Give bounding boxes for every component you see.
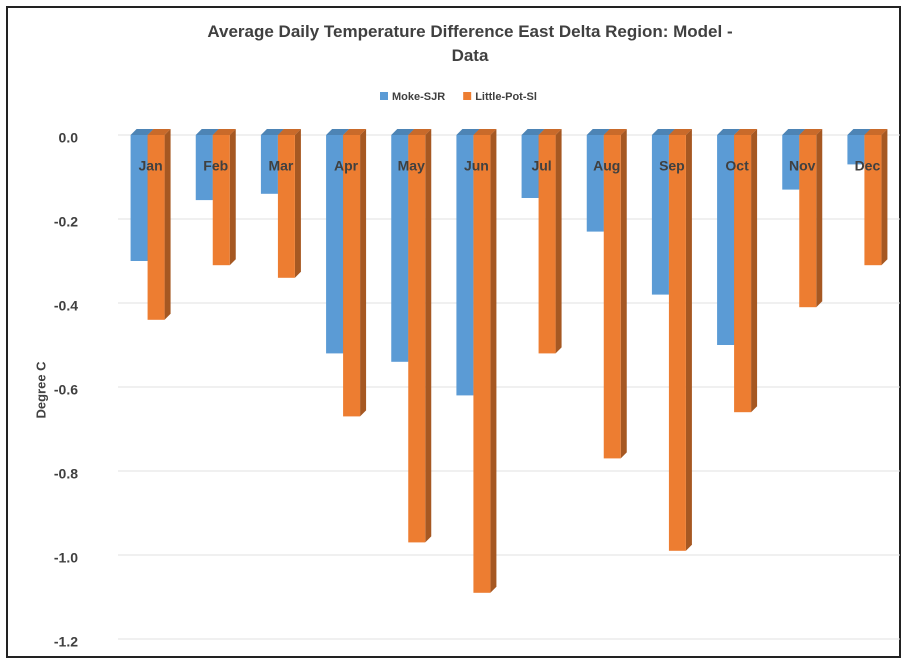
x-tick-label: Apr (334, 158, 359, 174)
bar-top (717, 129, 741, 135)
x-tick-label: Nov (789, 158, 816, 174)
bar (717, 135, 735, 345)
bar-side (555, 129, 562, 354)
bar-top (391, 129, 415, 135)
bar-top (847, 129, 871, 135)
legend-swatch (380, 92, 388, 100)
bar (343, 135, 361, 417)
bar-side (816, 129, 823, 308)
y-tick-label: 0.0 (59, 130, 79, 146)
bar (260, 135, 278, 194)
bar (212, 135, 230, 266)
bar (668, 135, 686, 551)
bar (456, 135, 474, 396)
bar-side (620, 129, 627, 459)
x-tick-label: Aug (593, 158, 620, 174)
bar (277, 135, 295, 278)
legend-label: Moke-SJR (392, 91, 445, 103)
y-tick-label: -1.2 (54, 634, 78, 650)
bar (147, 135, 165, 320)
x-tick-label: Sep (659, 158, 685, 174)
bar (391, 135, 409, 362)
bar-top (456, 129, 480, 135)
bar-top (586, 129, 610, 135)
x-tick-label: Dec (855, 158, 881, 174)
legend-swatch (463, 92, 472, 100)
bar (586, 135, 604, 232)
y-tick-label: -0.6 (54, 382, 78, 398)
bar-top (538, 129, 562, 135)
x-tick-label: Mar (268, 158, 293, 174)
bar-side (164, 129, 171, 320)
bar-top (734, 129, 758, 135)
chart-frame (6, 6, 901, 658)
bar-side (294, 129, 301, 278)
bar-top (260, 129, 284, 135)
bar (782, 135, 800, 190)
bar (521, 135, 539, 198)
bar-top (799, 129, 823, 135)
bar-top (651, 129, 675, 135)
bar-top (668, 129, 692, 135)
x-tick-label: Oct (725, 158, 749, 174)
legend-label: Little-Pot-Sl (475, 91, 537, 103)
bar-top (603, 129, 627, 135)
bar-side (360, 129, 367, 417)
bar-top (782, 129, 806, 135)
y-axis-label: Degree C (33, 361, 48, 419)
bar (651, 135, 669, 295)
bar (864, 135, 882, 266)
x-tick-label: Jun (464, 158, 489, 174)
chart-title: Average Daily Temperature Difference Eas… (207, 22, 733, 65)
bar-side (685, 129, 692, 551)
bar-side (881, 129, 888, 266)
bar (799, 135, 817, 308)
y-tick-label: -0.2 (54, 214, 78, 230)
x-tick-label: Jan (139, 158, 163, 174)
bar-side (751, 129, 758, 413)
x-tick-label: Feb (203, 158, 228, 174)
bar-side (490, 129, 497, 593)
bar-top (326, 129, 350, 135)
bar-top (195, 129, 219, 135)
x-tick-label: Jul (531, 158, 551, 174)
bar-side (229, 129, 236, 266)
y-tick-label: -1.0 (54, 550, 78, 566)
bar (473, 135, 491, 593)
bar-top (473, 129, 497, 135)
bar (326, 135, 344, 354)
x-tick-label: May (398, 158, 425, 174)
bar (195, 135, 213, 201)
bar (408, 135, 426, 543)
bar (734, 135, 752, 413)
bar-top (408, 129, 432, 135)
bar-top (130, 129, 154, 135)
y-tick-label: -0.8 (54, 466, 78, 482)
bar (538, 135, 556, 354)
bar (847, 135, 865, 165)
bar-top (521, 129, 545, 135)
bar (603, 135, 621, 459)
bar (130, 135, 148, 261)
bar-top (212, 129, 236, 135)
y-tick-label: -0.4 (54, 298, 78, 314)
bar-top (277, 129, 301, 135)
bar-top (343, 129, 367, 135)
bar-top (147, 129, 171, 135)
bar-top (864, 129, 888, 135)
bar-side (425, 129, 432, 543)
